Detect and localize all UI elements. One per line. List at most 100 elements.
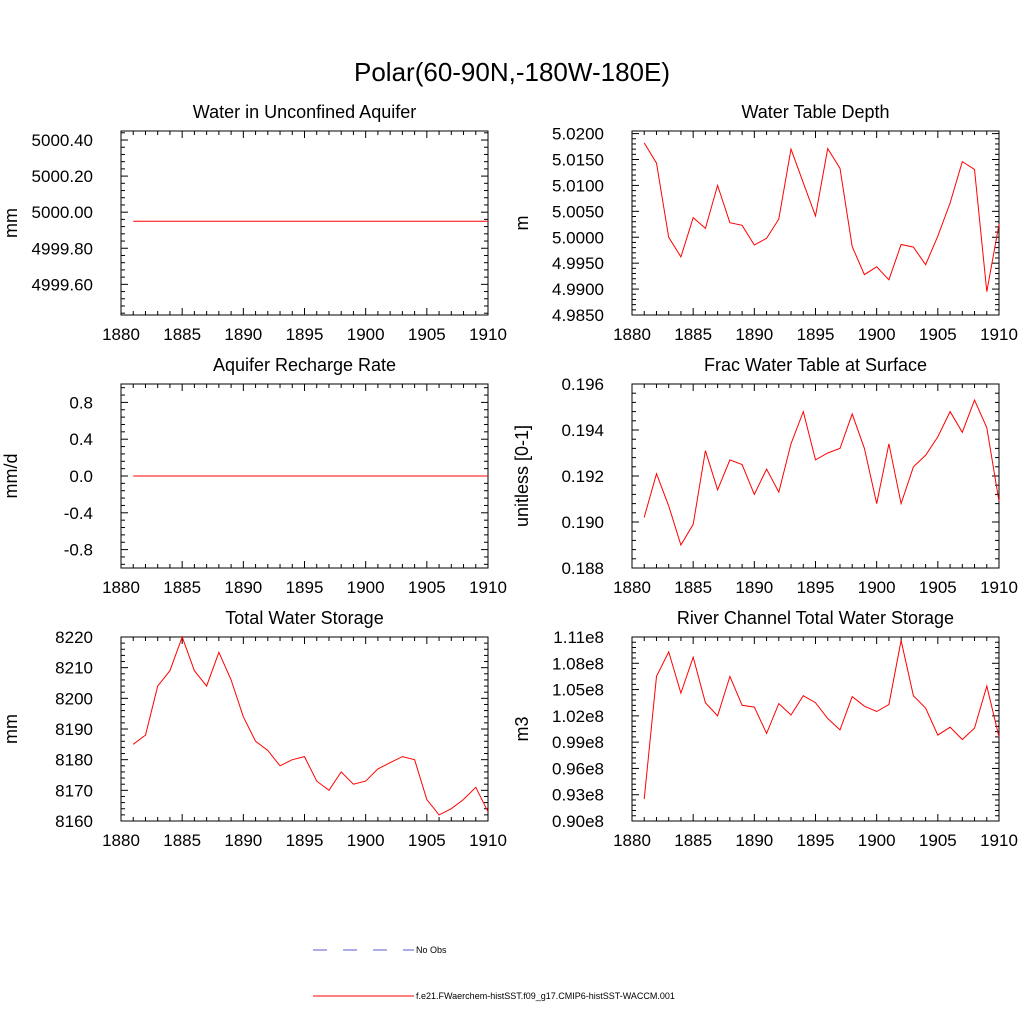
y-tick-label: 0.4 [69, 430, 93, 449]
data-series-line [643, 142, 1000, 292]
x-tick-label: 1900 [858, 831, 896, 850]
panel-title: River Channel Total Water Storage [677, 608, 954, 628]
x-tick-label: 1885 [163, 831, 201, 850]
y-tick-label: 8180 [55, 751, 93, 770]
y-axis-label: m [512, 216, 532, 231]
plot-frame [631, 383, 1000, 569]
x-tick-label: 1885 [163, 325, 201, 344]
y-tick-label: 4.9850 [552, 306, 604, 325]
x-tick-label: 1890 [735, 325, 773, 344]
panel-title: Total Water Storage [225, 608, 383, 628]
x-tick-label: 1895 [286, 325, 324, 344]
x-tick-label: 1895 [797, 831, 835, 850]
x-tick-label: 1910 [469, 831, 507, 850]
y-tick-label: 0.96e8 [552, 759, 604, 778]
x-tick-label: 1890 [224, 578, 262, 597]
y-tick-label: 1.11e8 [553, 628, 604, 647]
y-tick-label: 5.0100 [552, 176, 604, 195]
y-tick-label: 1.08e8 [552, 654, 604, 673]
x-tick-label: 1900 [347, 325, 385, 344]
y-tick-label: 8210 [55, 659, 93, 678]
panel-title: Water in Unconfined Aquifer [193, 102, 416, 122]
y-tick-label: -0.8 [64, 541, 93, 560]
x-tick-label: 1880 [613, 325, 651, 344]
chart-panel-5: Total Water Storage mm 1880 1885 1890 1895 190… [1, 608, 507, 850]
legend-obs-label: No Obs [416, 945, 447, 955]
x-tick-label: 1910 [980, 325, 1018, 344]
x-tick-label: 1885 [674, 578, 712, 597]
y-tick-label: 5000.20 [32, 167, 93, 186]
x-tick-label: 1895 [797, 578, 835, 597]
y-tick-label: 0.99e8 [552, 733, 604, 752]
plot-frame [631, 636, 1000, 822]
y-axis-label: mm [1, 208, 21, 238]
x-tick-label: 1885 [163, 578, 201, 597]
x-tick-label: 1880 [613, 578, 651, 597]
x-tick-label: 1905 [919, 831, 957, 850]
plot-frame [631, 130, 1000, 316]
y-tick-label: 5.0200 [552, 125, 604, 144]
panel-title: Frac Water Table at Surface [704, 355, 927, 375]
x-tick-label: 1910 [980, 578, 1018, 597]
x-tick-label: 1900 [347, 578, 385, 597]
y-tick-label: 4999.60 [32, 275, 93, 294]
x-tick-label: 1890 [735, 831, 773, 850]
y-tick-label: 0.90e8 [552, 812, 604, 831]
x-tick-label: 1885 [674, 831, 712, 850]
chart-panel-1: Water in Unconfined Aquifer mm 1880 1885 189… [1, 102, 507, 344]
y-tick-label: 0.192 [561, 467, 604, 486]
x-tick-label: 1910 [469, 325, 507, 344]
x-tick-label: 1880 [102, 578, 140, 597]
y-tick-label: 1.02e8 [552, 707, 604, 726]
x-tick-label: 1890 [224, 325, 262, 344]
y-tick-label: 8170 [55, 781, 93, 800]
data-series-line [643, 398, 1000, 547]
y-axis-label: m3 [512, 716, 532, 741]
x-tick-label: 1900 [347, 831, 385, 850]
y-tick-label: 5000.00 [32, 203, 93, 222]
y-tick-label: 0.93e8 [552, 786, 604, 805]
y-tick-label: 0.196 [561, 375, 604, 394]
y-tick-label: 5.0150 [552, 151, 604, 170]
y-tick-label: 4999.80 [32, 239, 93, 258]
x-tick-label: 1890 [224, 831, 262, 850]
x-tick-label: 1885 [674, 325, 712, 344]
x-tick-label: 1905 [408, 578, 446, 597]
legend-model-label: f.e21.FWaerchem-histSST.f09_g17.CMIP6-hi… [416, 991, 675, 1001]
y-tick-label: 1.05e8 [552, 681, 604, 700]
x-tick-label: 1880 [102, 325, 140, 344]
x-tick-label: 1905 [408, 831, 446, 850]
y-tick-label: 8160 [55, 812, 93, 831]
x-tick-label: 1895 [286, 831, 324, 850]
y-tick-label: 5000.40 [32, 131, 93, 150]
y-axis-label: mm [1, 714, 21, 744]
panels-group: Water in Unconfined Aquifer mm 1880 1885 189… [1, 102, 1018, 850]
y-tick-label: 0.194 [561, 421, 604, 440]
y-axis-label: mm/d [1, 454, 21, 499]
y-tick-label: 0.8 [69, 393, 93, 412]
x-tick-label: 1905 [919, 578, 957, 597]
panel-title: Water Table Depth [741, 102, 889, 122]
y-tick-label: 5.0000 [552, 228, 604, 247]
x-tick-label: 1890 [735, 578, 773, 597]
data-series-line [643, 640, 1000, 800]
y-tick-label: -0.4 [64, 504, 93, 523]
y-axis-label: unitless [0-1] [512, 425, 532, 527]
x-tick-label: 1905 [919, 325, 957, 344]
x-tick-label: 1880 [613, 831, 651, 850]
data-series-line [132, 635, 489, 816]
x-tick-label: 1900 [858, 578, 896, 597]
y-tick-label: 8200 [55, 689, 93, 708]
chart-panel-2: Water Table Depth m 1880 1885 1890 1895 1900 19… [512, 102, 1018, 344]
figure-title: Polar(60-90N,-180W-180E) [354, 57, 670, 87]
y-tick-label: 0.190 [561, 513, 604, 532]
y-tick-label: 0.188 [561, 559, 604, 578]
x-tick-label: 1905 [408, 325, 446, 344]
x-tick-label: 1895 [286, 578, 324, 597]
chart-panel-4: Frac Water Table at Surface unitless [0-1… [512, 355, 1018, 597]
x-tick-label: 1895 [797, 325, 835, 344]
y-tick-label: 8190 [55, 720, 93, 739]
y-tick-label: 4.9900 [552, 280, 604, 299]
y-tick-label: 5.0050 [552, 202, 604, 221]
